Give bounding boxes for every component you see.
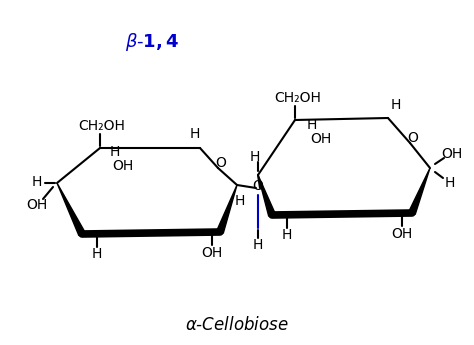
Text: OH: OH: [27, 198, 47, 212]
Text: H: H: [32, 175, 42, 189]
Text: OH: OH: [441, 147, 463, 161]
Polygon shape: [409, 168, 430, 214]
Text: O: O: [253, 179, 264, 193]
Text: OH: OH: [201, 246, 223, 260]
Text: H: H: [445, 176, 455, 190]
Text: OH: OH: [112, 159, 134, 173]
Text: H: H: [250, 150, 260, 164]
Polygon shape: [217, 185, 237, 233]
Text: H: H: [110, 145, 120, 159]
Polygon shape: [258, 175, 275, 216]
Text: H: H: [391, 98, 401, 112]
Text: OH: OH: [392, 227, 413, 241]
Text: CH₂OH: CH₂OH: [79, 119, 126, 133]
Text: OH: OH: [310, 132, 332, 146]
Text: H: H: [307, 118, 317, 132]
Text: H: H: [92, 247, 102, 261]
Text: H: H: [282, 228, 292, 242]
Text: CH₂OH: CH₂OH: [274, 91, 321, 105]
Text: O: O: [216, 156, 227, 170]
Text: $\alpha$-Cellobiose: $\alpha$-Cellobiose: [185, 316, 289, 334]
Text: H: H: [253, 238, 263, 252]
Text: $\beta$-$\mathbf{1,4}$: $\beta$-$\mathbf{1,4}$: [125, 31, 179, 53]
Text: O: O: [408, 131, 419, 145]
Polygon shape: [57, 183, 85, 236]
Text: H: H: [190, 127, 200, 141]
Text: H: H: [235, 194, 245, 208]
